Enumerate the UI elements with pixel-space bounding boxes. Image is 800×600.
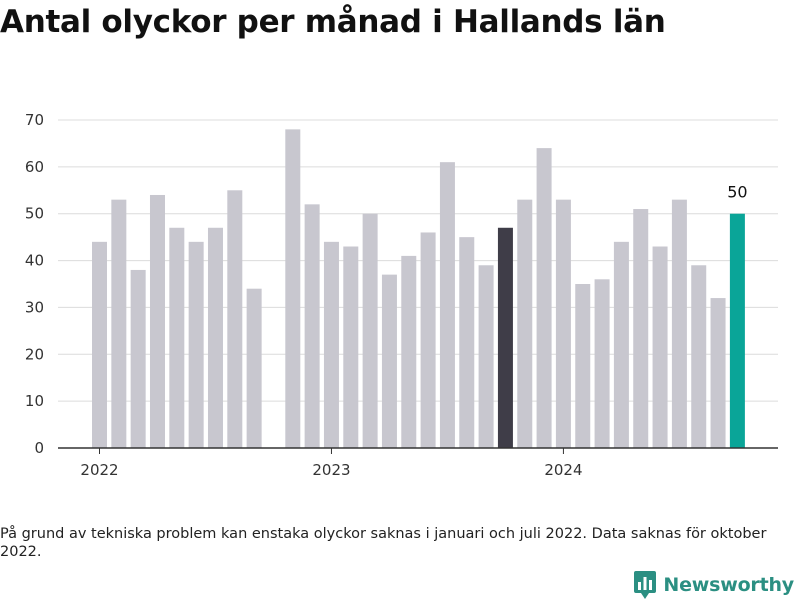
y-axis: 0 10 20 30 40 50 60 70 [25,111,44,457]
x-tick-label: 2023 [312,461,350,479]
data-label-2024-10: 50 [727,183,747,202]
bar-2022-05 [169,227,185,448]
bar-2024-02 [575,284,591,448]
bar-2022-08 [227,190,243,448]
bar-chart: 0 10 20 30 40 50 60 70 50 2022 2023 2024 [25,111,778,479]
y-tick-label: 30 [25,298,44,316]
y-tick-label: 20 [25,345,44,363]
bar-2023-03 [362,213,378,448]
y-tick-label: 0 [34,439,44,457]
bar-2024-08 [691,265,707,448]
bar-2024-05 [633,209,649,448]
bar-2024-04 [613,241,629,448]
bar-2024-01 [555,199,571,448]
bar-2023-02 [343,246,359,448]
bar-2024-10 [729,213,745,448]
bar-2022-09 [246,288,262,448]
bar-2022-01 [92,241,107,448]
bar-2022-02 [111,199,127,448]
newsworthy-logo-icon [634,571,657,599]
bar-2023-01 [323,241,339,448]
bar-2022-12 [304,204,320,448]
y-tick-label: 10 [25,392,44,410]
y-tick-label: 50 [25,205,44,223]
bar-2023-05 [401,255,417,448]
bar-2023-12 [536,148,552,449]
bar-2023-11 [517,199,533,448]
bar-2024-06 [652,246,668,448]
bar-2022-04 [149,194,165,448]
brand-name: Newsworthy [663,574,794,596]
brand-logo[interactable]: Newsworthy [633,570,794,600]
bar-2023-04 [381,274,397,448]
bar-2023-09 [478,265,494,448]
bar-2022-06 [188,241,204,448]
x-tick-label: 2022 [80,461,118,479]
bar-2024-07 [671,199,687,448]
bars [92,129,745,449]
bar-2022-11 [285,129,301,448]
bar-2022-03 [130,269,146,448]
bar-2022-07 [207,227,223,448]
x-tick-label: 2024 [544,461,582,479]
data-labels: 50 [727,183,747,202]
bar-2023-06 [420,232,436,448]
bar-2023-10 [497,227,513,448]
bar-2023-07 [439,162,455,449]
chart-title: Antal olyckor per månad i Hallands län [0,4,666,40]
x-axis: 2022 2023 2024 [58,447,778,479]
gridlines [58,119,778,402]
y-tick-label: 40 [25,252,44,270]
bar-2024-09 [710,298,726,448]
footnote: På grund av tekniska problem kan enstaka… [0,526,767,560]
bar-2023-08 [459,237,475,448]
y-tick-label: 60 [25,158,44,176]
bar-2024-03 [594,279,610,448]
y-tick-label: 70 [25,111,44,129]
